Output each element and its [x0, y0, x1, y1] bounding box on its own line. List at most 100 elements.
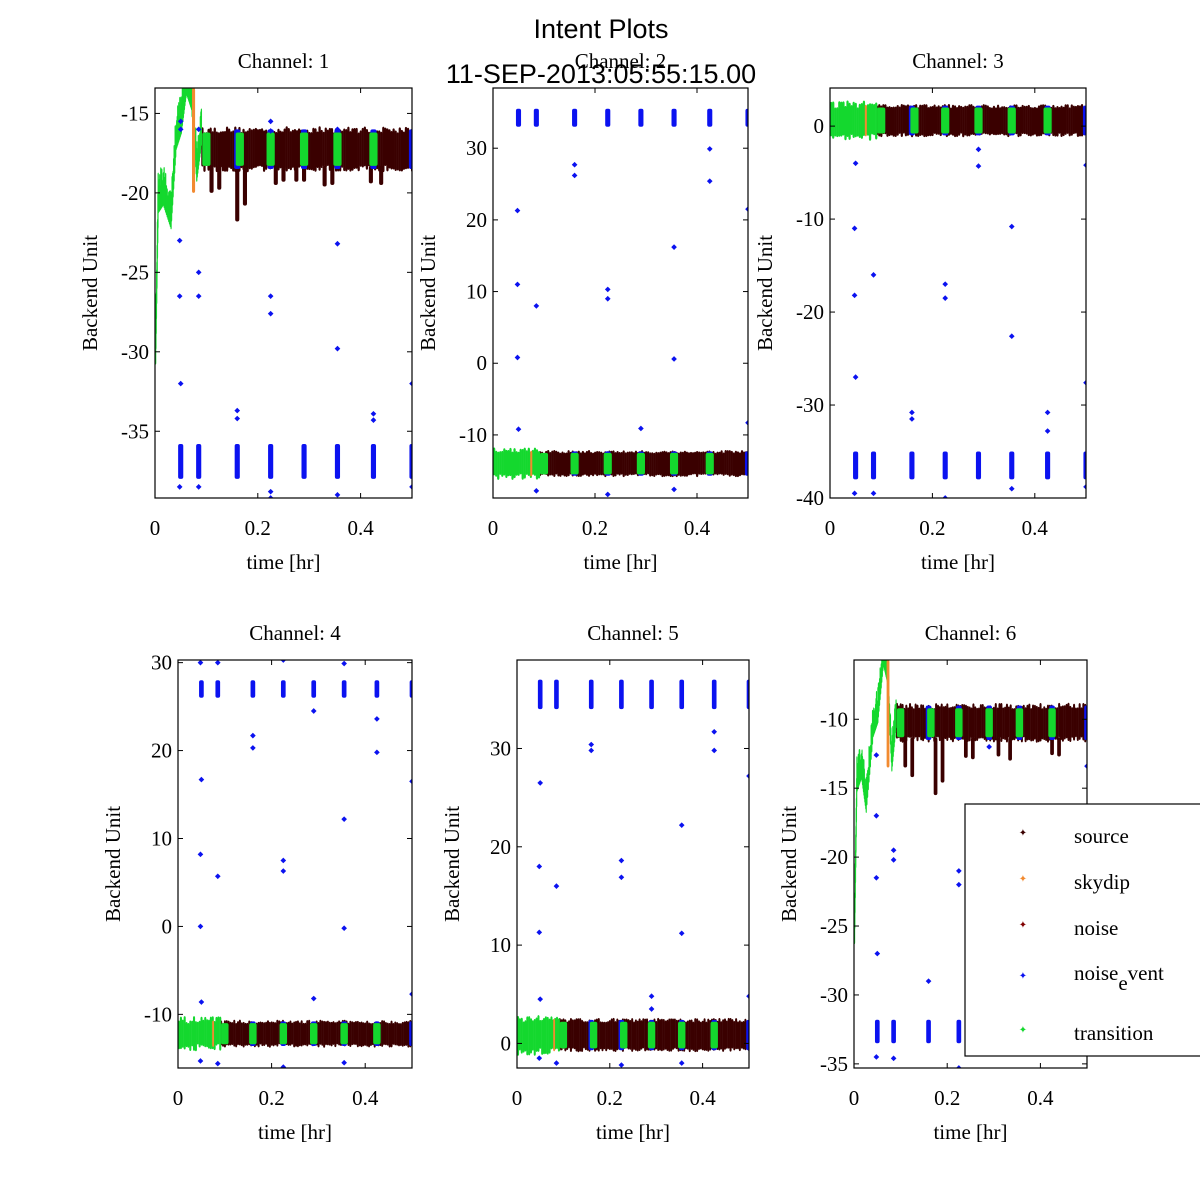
y-axis-label: Backend Unit: [78, 235, 102, 351]
source-band-segment: [642, 1018, 645, 1049]
transition-region-segment: [187, 1022, 190, 1048]
source-band-segment: [931, 105, 934, 137]
transition-region-segment: [557, 1018, 560, 1052]
transition-region-segment: [198, 1020, 201, 1048]
source-band-segment: [929, 106, 932, 137]
source-band-segment: [687, 452, 691, 476]
noise-event-point: [195, 293, 202, 300]
source-band-segment: [614, 1021, 617, 1053]
transition-region-segment: [842, 101, 845, 136]
source-dip: [903, 737, 908, 768]
source-band-segment: [1001, 106, 1004, 135]
noise-event-point: [537, 996, 544, 1003]
noise-event-point: [852, 374, 859, 380]
source-dip: [910, 737, 915, 778]
noise-event-point: [618, 857, 625, 864]
transition-block: [570, 452, 579, 475]
noise-event-cluster: [515, 108, 522, 127]
noise-event-cluster: [301, 443, 307, 479]
noise-event-point: [1083, 379, 1086, 386]
y-tick-label: -15: [820, 776, 848, 800]
source-band-segment: [1032, 704, 1035, 742]
source-band-segment: [716, 451, 719, 476]
transition-block: [539, 452, 549, 475]
source-band-segment: [905, 704, 908, 742]
transition-region-segment: [185, 1022, 188, 1048]
transition-block: [620, 1021, 628, 1049]
source-band-segment: [640, 1020, 643, 1050]
source-band-segment: [1007, 706, 1010, 738]
source-band-segment: [955, 106, 959, 138]
noise-event-point: [214, 660, 221, 666]
noise-event-cluster: [196, 443, 202, 479]
source-band-segment: [359, 130, 362, 167]
transition-region-segment: [858, 103, 861, 138]
source-band-segment: [998, 107, 1002, 135]
y-tick-label: -25: [121, 260, 149, 284]
source-band-segment: [227, 128, 231, 168]
source-band-segment: [355, 127, 358, 169]
transition-region-segment: [513, 448, 516, 479]
y-tick-label: 0: [501, 1031, 512, 1055]
transition-region-segment: [518, 1018, 521, 1051]
source-band-segment: [949, 107, 953, 135]
source-band-segment: [1000, 703, 1003, 743]
source-band-segment: [568, 1020, 571, 1049]
noise-event-point: [533, 488, 540, 494]
source-band-segment: [316, 131, 319, 169]
source-band-segment: [992, 105, 996, 136]
source-band-segment: [968, 706, 971, 742]
source-band-segment: [963, 704, 966, 740]
noise-event-cluster: [215, 680, 221, 698]
source-band-segment: [221, 131, 225, 172]
transition-region-segment: [495, 450, 498, 477]
noise-event-point: [370, 417, 377, 423]
source-band-segment: [1033, 106, 1037, 135]
transition-block: [249, 1023, 257, 1045]
transition-block: [941, 107, 950, 134]
transition-region-segment: [499, 451, 502, 475]
source-band-segment: [1030, 708, 1033, 742]
source-band-segment: [607, 1021, 610, 1050]
source-band-segment: [718, 1018, 721, 1051]
skydip-trace: [212, 1020, 215, 1047]
source-band-segment: [593, 451, 597, 475]
source-band-segment: [323, 1020, 326, 1048]
source-band-segment: [1023, 105, 1026, 135]
source-dip: [368, 165, 373, 184]
transition-ramp-segment: [200, 108, 203, 147]
source-band-segment: [1019, 106, 1022, 137]
source-band-segment: [949, 706, 953, 741]
source-band-segment: [306, 1020, 309, 1047]
subplot-title: Channel: 3: [912, 49, 1004, 73]
noise-event-cluster: [370, 443, 377, 479]
subplots: 0 0.2 0.4 -35 -30 -25 -20 -15 Channel: 1 time [hr…: [78, 49, 1088, 1144]
source-band-segment: [927, 107, 930, 137]
source-band-segment: [714, 452, 717, 475]
source-band-segment: [232, 130, 235, 172]
source-band-segment: [627, 1019, 630, 1050]
source-band-segment: [888, 106, 891, 137]
noise-event-point: [176, 237, 183, 244]
source-band-segment: [567, 450, 570, 477]
source-dip: [970, 737, 975, 760]
source-band-segment: [403, 1021, 406, 1047]
source-band-segment: [726, 450, 729, 476]
noise-event-cluster: [853, 451, 859, 480]
y-tick-label: -30: [820, 983, 848, 1007]
source-band-segment: [605, 1021, 608, 1052]
source-band-segment: [675, 1019, 678, 1050]
x-tick-label: 0.2: [582, 516, 608, 540]
source-band-segment: [966, 105, 969, 137]
source-band-segment: [727, 1017, 730, 1049]
legend-marker-skydip: ✦: [1019, 874, 1027, 885]
transition-region-segment: [200, 1016, 203, 1046]
transition-region-segment: [497, 451, 500, 480]
noise-event-cluster: [374, 680, 380, 698]
transition-block: [369, 132, 378, 166]
source-band-segment: [668, 1018, 671, 1052]
source-band-segment: [1066, 104, 1069, 134]
noise-event-point: [267, 118, 274, 125]
source-band-segment: [388, 129, 391, 169]
legend-entry-noise: ✦ noise: [1019, 916, 1119, 940]
